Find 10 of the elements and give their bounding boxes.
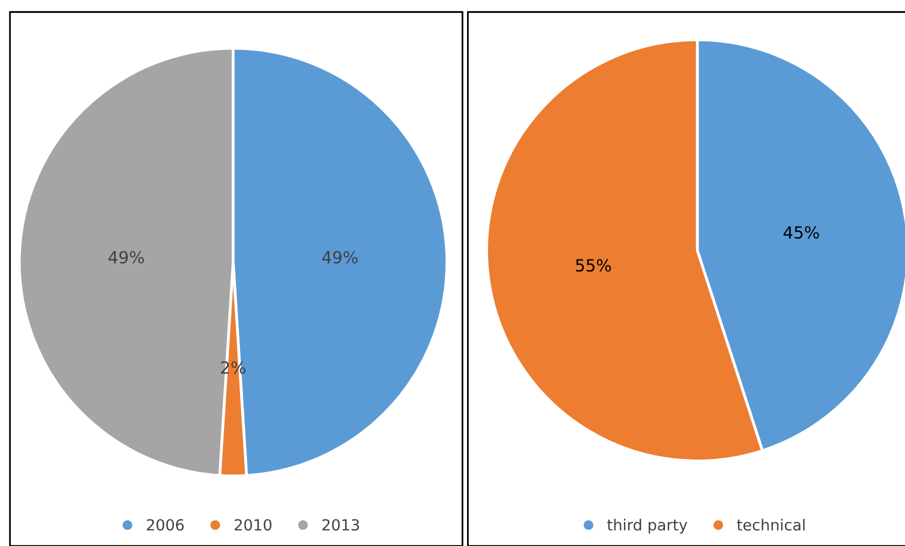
data-label: 2% [221, 361, 246, 374]
data-label: 49% [322, 250, 358, 264]
data-label: 55% [576, 259, 611, 272]
legend-label: technical [736, 518, 805, 531]
legend-label: 2010 [234, 519, 272, 531]
data-label: 49% [108, 250, 144, 264]
legend-label: 2013 [322, 519, 359, 531]
legend-label: third party [607, 518, 688, 534]
data-label: 45% [784, 226, 819, 239]
legend-label: 2006 [146, 519, 184, 531]
